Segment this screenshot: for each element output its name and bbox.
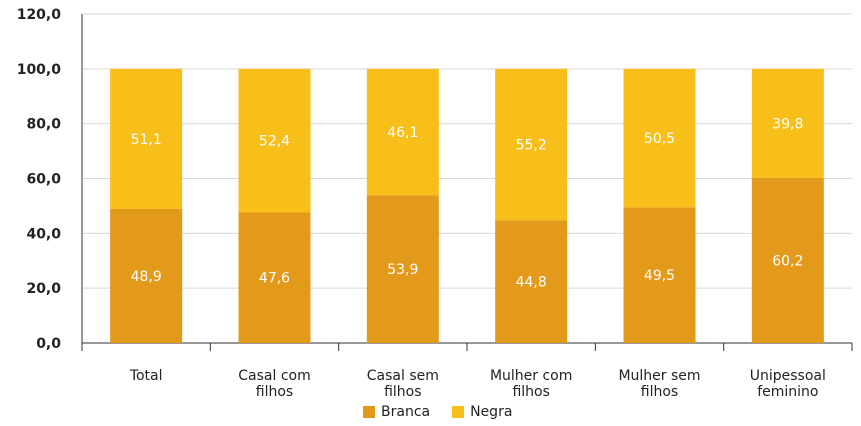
- bar-branca: [495, 220, 568, 343]
- bar-negra: [366, 68, 439, 196]
- y-tick-label: 120,0: [17, 7, 62, 23]
- x-tick-label: filhos: [256, 384, 293, 400]
- data-label-negra: 46,1: [387, 125, 418, 141]
- legend: Branca Negra: [363, 404, 512, 420]
- legend-swatch-negra: [452, 406, 465, 418]
- data-label-negra: 52,4: [259, 134, 290, 150]
- bar-negra: [110, 68, 183, 209]
- legend-swatch-branca: [363, 406, 375, 418]
- x-tick-label: Casal sem: [367, 368, 439, 384]
- y-tick-label: 80,0: [26, 117, 61, 133]
- data-label-branca: 53,9: [387, 262, 418, 278]
- bar-negra: [495, 68, 568, 221]
- data-label-negra: 51,1: [131, 132, 162, 148]
- x-tick-label: filhos: [641, 384, 678, 400]
- data-label-negra: 55,2: [516, 138, 547, 154]
- y-tick-label: 20,0: [26, 281, 61, 297]
- legend-label-negra: Negra: [470, 404, 513, 420]
- bar-branca: [623, 207, 696, 343]
- x-tick-label: filhos: [512, 384, 549, 400]
- legend-item-negra: Negra: [452, 404, 512, 420]
- y-tick-label: 40,0: [26, 226, 61, 242]
- bar-branca: [110, 208, 183, 343]
- data-label-branca: 44,8: [516, 275, 547, 291]
- data-label-branca: 47,6: [259, 271, 290, 287]
- bar-negra: [238, 68, 311, 213]
- x-tick-label: Total: [129, 368, 163, 384]
- x-tick-label: feminino: [757, 384, 818, 400]
- bar-negra: [751, 68, 824, 178]
- bar-branca: [366, 195, 439, 343]
- data-label-negra: 50,5: [644, 131, 675, 147]
- data-label-negra: 39,8: [772, 116, 803, 132]
- data-label-branca: 48,9: [131, 269, 162, 285]
- bar-negra: [623, 68, 696, 208]
- y-tick-label: 0,0: [36, 336, 61, 352]
- data-label-branca: 49,5: [644, 268, 675, 284]
- data-label-branca: 60,2: [772, 253, 803, 269]
- x-tick-label: Mulher com: [490, 368, 572, 384]
- y-tick-label: 60,0: [26, 172, 61, 188]
- x-tick-label: Mulher sem: [618, 368, 700, 384]
- x-tick-label: filhos: [384, 384, 421, 400]
- legend-label-branca: Branca: [381, 404, 431, 420]
- x-tick-label: Casal com: [238, 368, 310, 384]
- x-tick-label: Unipessoal: [750, 368, 826, 384]
- legend-item-branca: Branca: [363, 404, 430, 420]
- y-tick-label: 100,0: [17, 62, 62, 78]
- bar-branca: [751, 177, 824, 343]
- bar-branca: [238, 212, 311, 343]
